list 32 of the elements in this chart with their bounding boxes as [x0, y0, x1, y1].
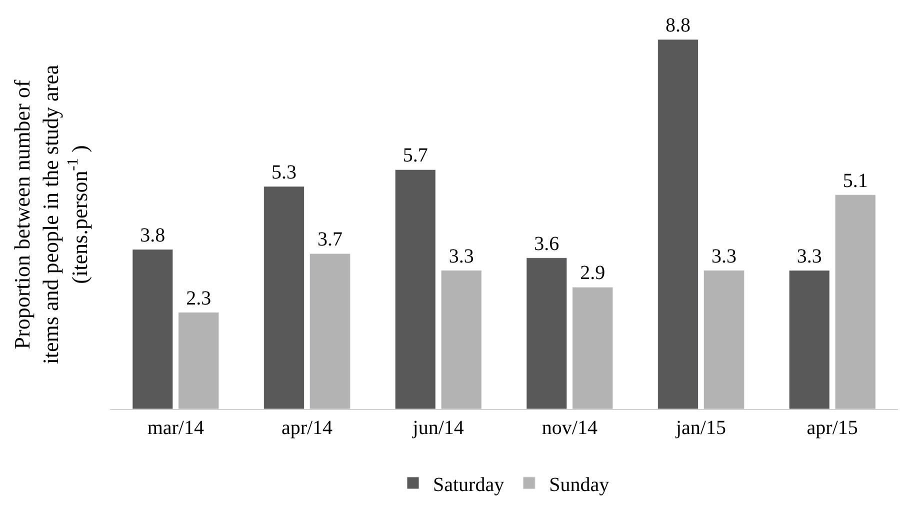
- data-label: 8.8: [666, 14, 691, 36]
- data-label: 5.3: [272, 161, 297, 184]
- data-label: 3.7: [317, 228, 342, 251]
- data-label: 2.9: [580, 262, 606, 284]
- bar: [834, 194, 876, 409]
- x-tick-label: apr/14: [281, 417, 333, 439]
- bar: [132, 249, 174, 409]
- data-label: 5.1: [842, 170, 868, 192]
- x-tick-label: jun/14: [412, 417, 464, 439]
- bar: [440, 270, 482, 409]
- bar: [264, 186, 304, 409]
- bar: [788, 270, 830, 409]
- data-label: 3.8: [140, 224, 166, 246]
- bar: [658, 39, 698, 409]
- data-label: 3.3: [448, 245, 474, 268]
- bar: [394, 169, 436, 409]
- data-label: 2.3: [186, 287, 212, 310]
- data-label: 3.3: [711, 245, 736, 268]
- x-tick-label: nov/14: [542, 417, 598, 439]
- bar: [310, 253, 350, 409]
- x-tick-label: mar/14: [147, 417, 204, 439]
- x-tick-label: apr/15: [806, 417, 858, 439]
- bar: [178, 312, 220, 409]
- bar: [704, 270, 744, 409]
- bar: [526, 258, 568, 409]
- data-label: 3.6: [534, 232, 560, 255]
- x-tick-label: jan/15: [675, 417, 726, 439]
- legend-label: Saturday: [433, 474, 504, 496]
- data-label: 5.7: [402, 144, 428, 167]
- data-label: 3.3: [796, 245, 822, 268]
- bar: [572, 286, 614, 409]
- legend-label: Sunday: [549, 474, 610, 496]
